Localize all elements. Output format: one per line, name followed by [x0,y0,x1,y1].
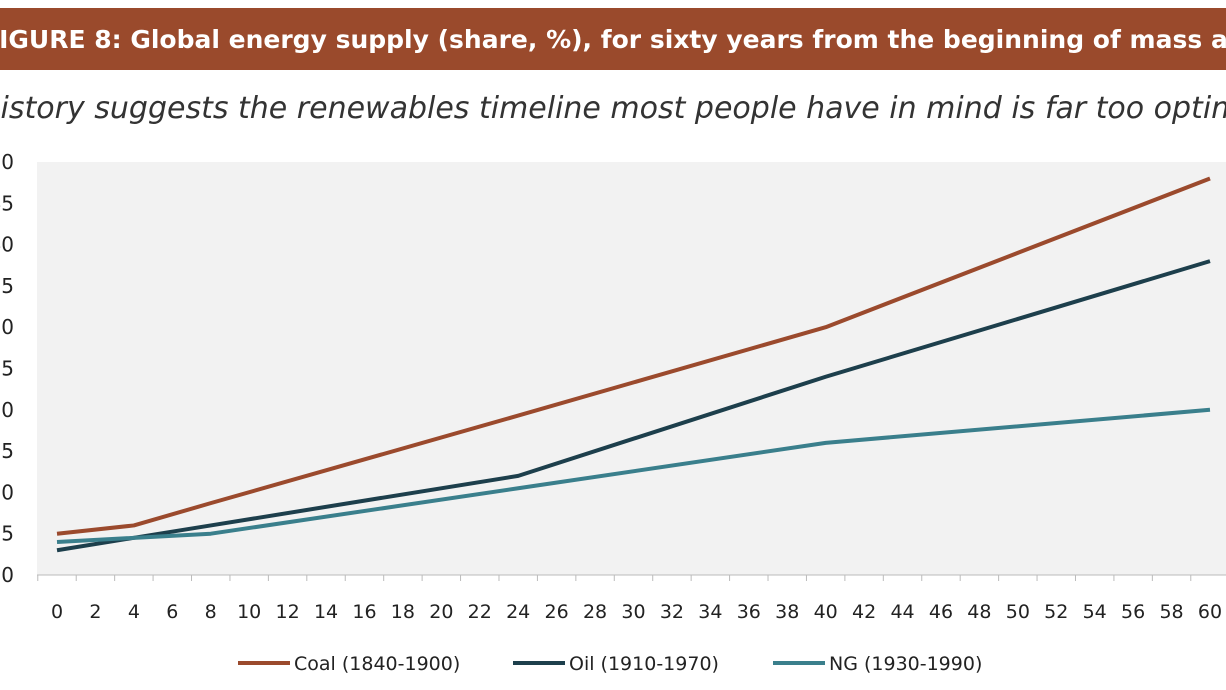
x-tick-label: 44 [890,601,914,623]
plot-area [37,162,1226,575]
x-tick-label: 2 [89,601,101,623]
x-tick-label: 56 [1121,601,1145,623]
x-tick-label: 42 [852,601,876,623]
legend-label: Oil (1910-1970) [569,653,719,675]
x-tick-label: 38 [775,601,799,623]
x-tick-label: 52 [1044,601,1068,623]
x-tick-label: 18 [391,601,415,623]
x-tick-label: 36 [737,601,761,623]
x-tick-label: 8 [205,601,217,623]
y-tick-label: 50 [0,150,14,174]
y-tick-label: 0 [1,563,14,587]
x-tick-label: 16 [352,601,376,623]
x-tick-label: 0 [51,601,63,623]
y-tick-label: 5 [1,522,14,546]
y-tick-label: 35 [0,274,14,298]
chart-title: FIGURE 8: Global energy supply (share, %… [0,25,1226,54]
x-tick-label: 22 [468,601,492,623]
x-tick-label: 50 [1006,601,1030,623]
x-tick-label: 28 [583,601,607,623]
y-tick-label: 30 [0,315,14,339]
x-tick-label: 34 [698,601,722,623]
y-tick-label: 20 [0,398,14,422]
y-tick-label: 10 [0,480,14,504]
x-tick-label: 40 [814,601,838,623]
legend-label: Coal (1840-1900) [294,653,460,675]
x-tick-label: 48 [967,601,991,623]
x-tick-label: 10 [237,601,261,623]
y-tick-label: 40 [0,233,14,257]
x-tick-label: 46 [929,601,953,623]
x-tick-label: 24 [506,601,530,623]
x-tick-label: 26 [545,601,569,623]
series-line [56,176,1211,536]
x-tick-label: 12 [276,601,300,623]
x-tick-label: 4 [128,601,140,623]
x-tick-label: 14 [314,601,338,623]
x-tick-label: 54 [1083,601,1107,623]
x-tick-label: 20 [429,601,453,623]
y-tick-label: 25 [0,357,14,381]
series-line [56,407,1211,544]
y-tick-label: 15 [0,439,14,463]
x-tick-label: 60 [1198,601,1222,623]
y-tick-label: 45 [0,191,14,215]
title-bar [0,8,1226,70]
x-tick-label: 30 [621,601,645,623]
x-tick-label: 32 [660,601,684,623]
legend-label: NG (1930-1990) [829,653,982,675]
x-tick-label: 58 [1159,601,1183,623]
chart-subtitle: History suggests the renewables timeline… [0,91,1226,126]
x-tick-label: 6 [166,601,178,623]
